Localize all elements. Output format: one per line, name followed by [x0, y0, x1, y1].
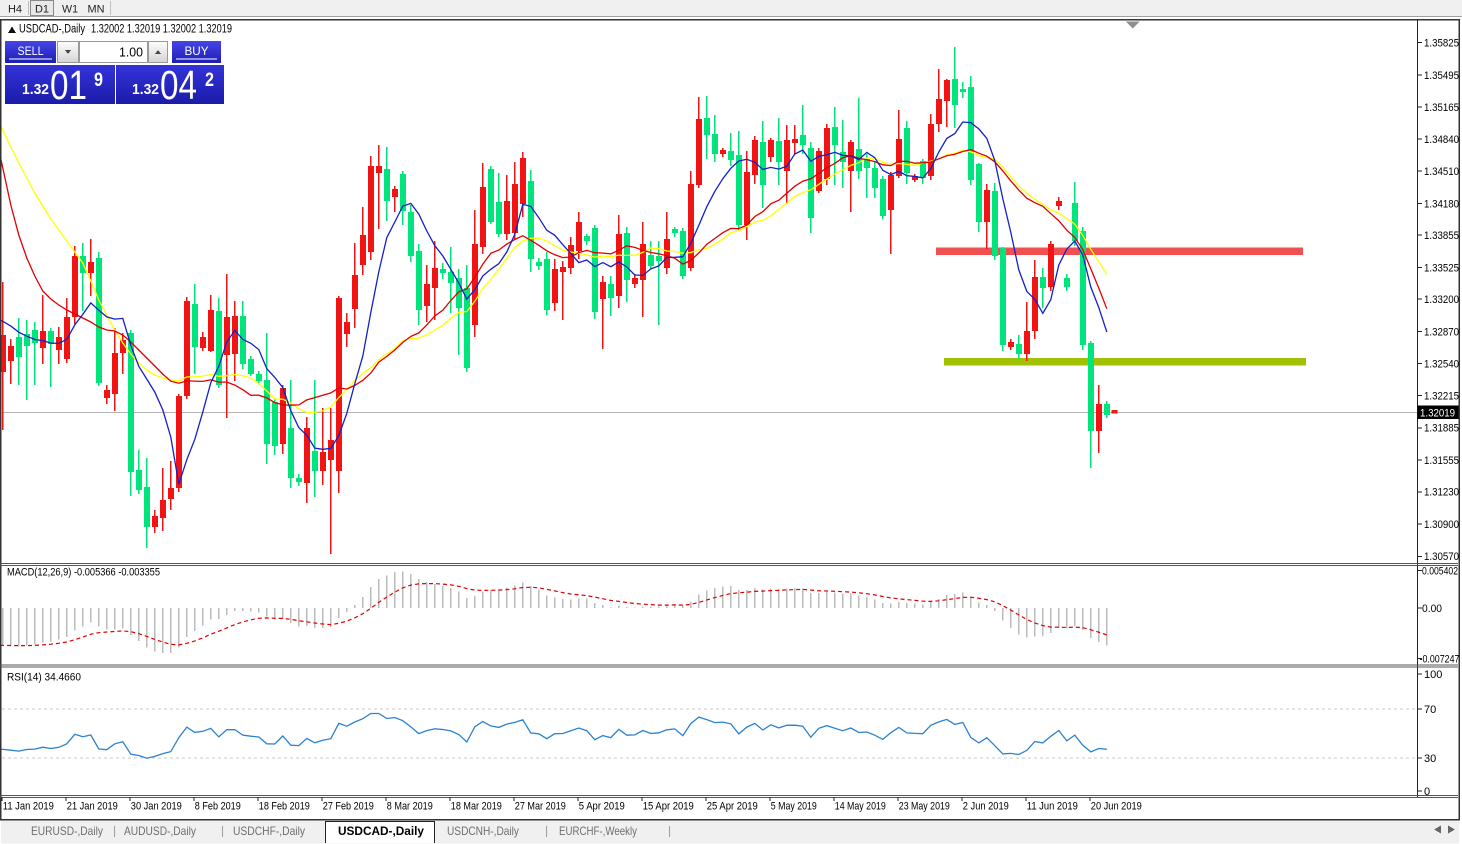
svg-text:1.31230: 1.31230	[1424, 487, 1459, 499]
svg-text:1.32: 1.32	[22, 82, 49, 98]
svg-text:USDCAD-,Daily: USDCAD-,Daily	[338, 824, 424, 838]
svg-text:1.30900: 1.30900	[1424, 519, 1459, 531]
svg-text:23 May 2019: 23 May 2019	[899, 801, 950, 813]
svg-text:|: |	[545, 823, 548, 837]
svg-text:H4: H4	[8, 4, 22, 16]
svg-text:1.34510: 1.34510	[1424, 166, 1459, 178]
svg-text:1.34180: 1.34180	[1424, 198, 1459, 210]
svg-text:30 Jan 2019: 30 Jan 2019	[131, 801, 182, 813]
svg-text:0: 0	[1424, 786, 1430, 798]
svg-text:04: 04	[160, 62, 197, 108]
svg-text:|: |	[113, 823, 116, 837]
svg-text:25 Apr 2019: 25 Apr 2019	[707, 801, 758, 813]
svg-text:27 Mar 2019: 27 Mar 2019	[515, 801, 566, 813]
svg-text:W1: W1	[62, 4, 78, 16]
svg-text:30: 30	[1424, 753, 1436, 765]
svg-text:|: |	[668, 823, 671, 837]
svg-text:27 Feb 2019: 27 Feb 2019	[323, 801, 374, 813]
svg-text:1.34840: 1.34840	[1424, 134, 1459, 146]
svg-text:11 Jun 2019: 11 Jun 2019	[1027, 801, 1078, 813]
svg-text:100: 100	[1424, 669, 1442, 681]
svg-text:1.32540: 1.32540	[1424, 359, 1459, 371]
svg-text:1.33525: 1.33525	[1424, 262, 1459, 274]
svg-text:2: 2	[205, 70, 214, 91]
svg-text:8 Mar 2019: 8 Mar 2019	[387, 801, 433, 813]
svg-text:0.005402: 0.005402	[1422, 566, 1458, 578]
svg-text:1.32870: 1.32870	[1424, 327, 1459, 339]
svg-text:|: |	[221, 823, 224, 837]
svg-text:1.35825: 1.35825	[1424, 38, 1459, 50]
svg-text:1.32215: 1.32215	[1424, 391, 1459, 403]
svg-text:01: 01	[50, 62, 87, 108]
svg-text:5 Apr 2019: 5 Apr 2019	[579, 801, 625, 813]
svg-text:11 Jan 2019: 11 Jan 2019	[3, 801, 54, 813]
svg-text:-0.007247: -0.007247	[1420, 654, 1460, 666]
svg-text:1.32002 1.32019 1.32002 1.3201: 1.32002 1.32019 1.32002 1.32019	[91, 24, 232, 36]
svg-text:1.33855: 1.33855	[1424, 230, 1459, 242]
svg-text:MACD(12,26,9) -0.005366 -0.003: MACD(12,26,9) -0.005366 -0.003355	[7, 567, 160, 579]
svg-text:RSI(14) 34.4660: RSI(14) 34.4660	[7, 672, 81, 684]
svg-text:AUDUSD-,Daily: AUDUSD-,Daily	[124, 824, 196, 838]
svg-text:18 Feb 2019: 18 Feb 2019	[259, 801, 310, 813]
svg-text:USDCAD-,Daily: USDCAD-,Daily	[19, 24, 85, 36]
svg-text:SELL: SELL	[18, 46, 45, 58]
svg-text:D1: D1	[35, 4, 49, 16]
svg-text:MN: MN	[88, 4, 105, 16]
svg-text:9: 9	[94, 70, 103, 91]
svg-text:21 Jan 2019: 21 Jan 2019	[67, 801, 118, 813]
svg-text:1.32019: 1.32019	[1420, 407, 1455, 419]
svg-text:1.32: 1.32	[132, 82, 159, 98]
svg-text:1.31885: 1.31885	[1424, 423, 1459, 435]
svg-text:1.30570: 1.30570	[1424, 551, 1459, 563]
svg-text:EURCHF-,Weekly: EURCHF-,Weekly	[559, 824, 637, 838]
svg-text:EURUSD-,Daily: EURUSD-,Daily	[31, 824, 103, 838]
svg-text:1.31555: 1.31555	[1424, 455, 1459, 467]
svg-text:2 Jun 2019: 2 Jun 2019	[963, 801, 1009, 813]
svg-text:14 May 2019: 14 May 2019	[835, 801, 886, 813]
svg-text:BUY: BUY	[185, 46, 209, 58]
svg-text:0.00: 0.00	[1422, 603, 1442, 615]
svg-text:8 Feb 2019: 8 Feb 2019	[195, 801, 241, 813]
svg-text:1.35165: 1.35165	[1424, 102, 1459, 114]
svg-text:USDCHF-,Daily: USDCHF-,Daily	[233, 824, 305, 838]
svg-text:5 May 2019: 5 May 2019	[771, 801, 817, 813]
svg-text:1.00: 1.00	[119, 45, 143, 60]
svg-text:15 Apr 2019: 15 Apr 2019	[643, 801, 694, 813]
svg-text:1.33200: 1.33200	[1424, 294, 1459, 306]
svg-text:18 Mar 2019: 18 Mar 2019	[451, 801, 502, 813]
svg-text:20 Jun 2019: 20 Jun 2019	[1091, 801, 1142, 813]
svg-text:USDCNH-,Daily: USDCNH-,Daily	[447, 824, 519, 838]
svg-text:1.35495: 1.35495	[1424, 70, 1459, 82]
svg-text:70: 70	[1424, 704, 1436, 716]
